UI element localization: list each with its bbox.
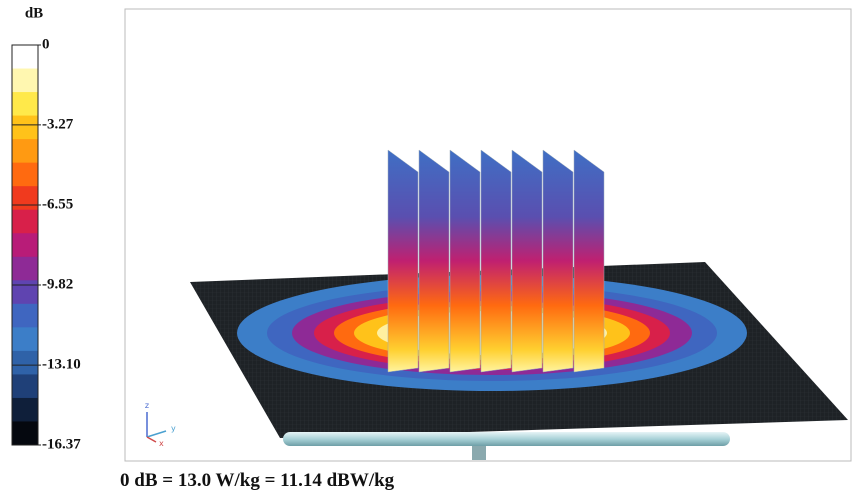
fin	[542, 149, 574, 373]
axis-label: x	[159, 439, 164, 448]
fin	[418, 149, 450, 373]
fin	[511, 149, 543, 373]
colorbar-tick-label: -3.27	[42, 116, 74, 132]
colorbar-band	[12, 209, 38, 234]
fin	[573, 149, 605, 373]
colorbar-band	[12, 139, 38, 164]
colorbar-band	[12, 256, 38, 281]
scene: z y x	[145, 149, 848, 460]
axis-label: y	[171, 424, 176, 433]
rod	[283, 432, 730, 446]
colorbar-tick-label: -6.55	[42, 196, 73, 212]
axis-y	[146, 430, 167, 438]
colorbar-band	[12, 280, 38, 305]
colorbar-band	[12, 350, 38, 375]
colorbar-band	[12, 397, 38, 422]
colorbar-band	[12, 115, 38, 140]
fin	[449, 149, 481, 373]
colorbar-band	[12, 233, 38, 258]
colorbar: 0 -3.27 -6.55 -9.82 -13.10 -16.37	[11, 36, 81, 452]
axis-label: z	[145, 401, 149, 410]
fin	[480, 149, 512, 373]
fin	[387, 149, 419, 373]
colorbar-unit: dB	[25, 5, 43, 21]
colorbar-tick-label: -9.82	[42, 276, 73, 292]
colorbar-band	[12, 68, 38, 93]
colorbar-band	[12, 92, 38, 117]
colorbar-band	[12, 162, 38, 187]
colorbar-tick-label: -16.37	[42, 436, 81, 452]
colorbar-band	[12, 374, 38, 399]
colorbar-tick-label: 0	[42, 36, 50, 52]
colorbar-band	[12, 186, 38, 211]
colorbar-band	[12, 327, 38, 352]
axis-x	[146, 436, 157, 443]
colorbar-band	[12, 421, 38, 446]
colorbar-band	[12, 303, 38, 328]
colorbar-band	[12, 45, 38, 70]
fins	[387, 149, 605, 373]
caption: 0 dB = 13.0 W/kg = 11.14 dBW/kg	[120, 470, 395, 491]
colorbar-tick-label: -13.10	[42, 357, 81, 373]
